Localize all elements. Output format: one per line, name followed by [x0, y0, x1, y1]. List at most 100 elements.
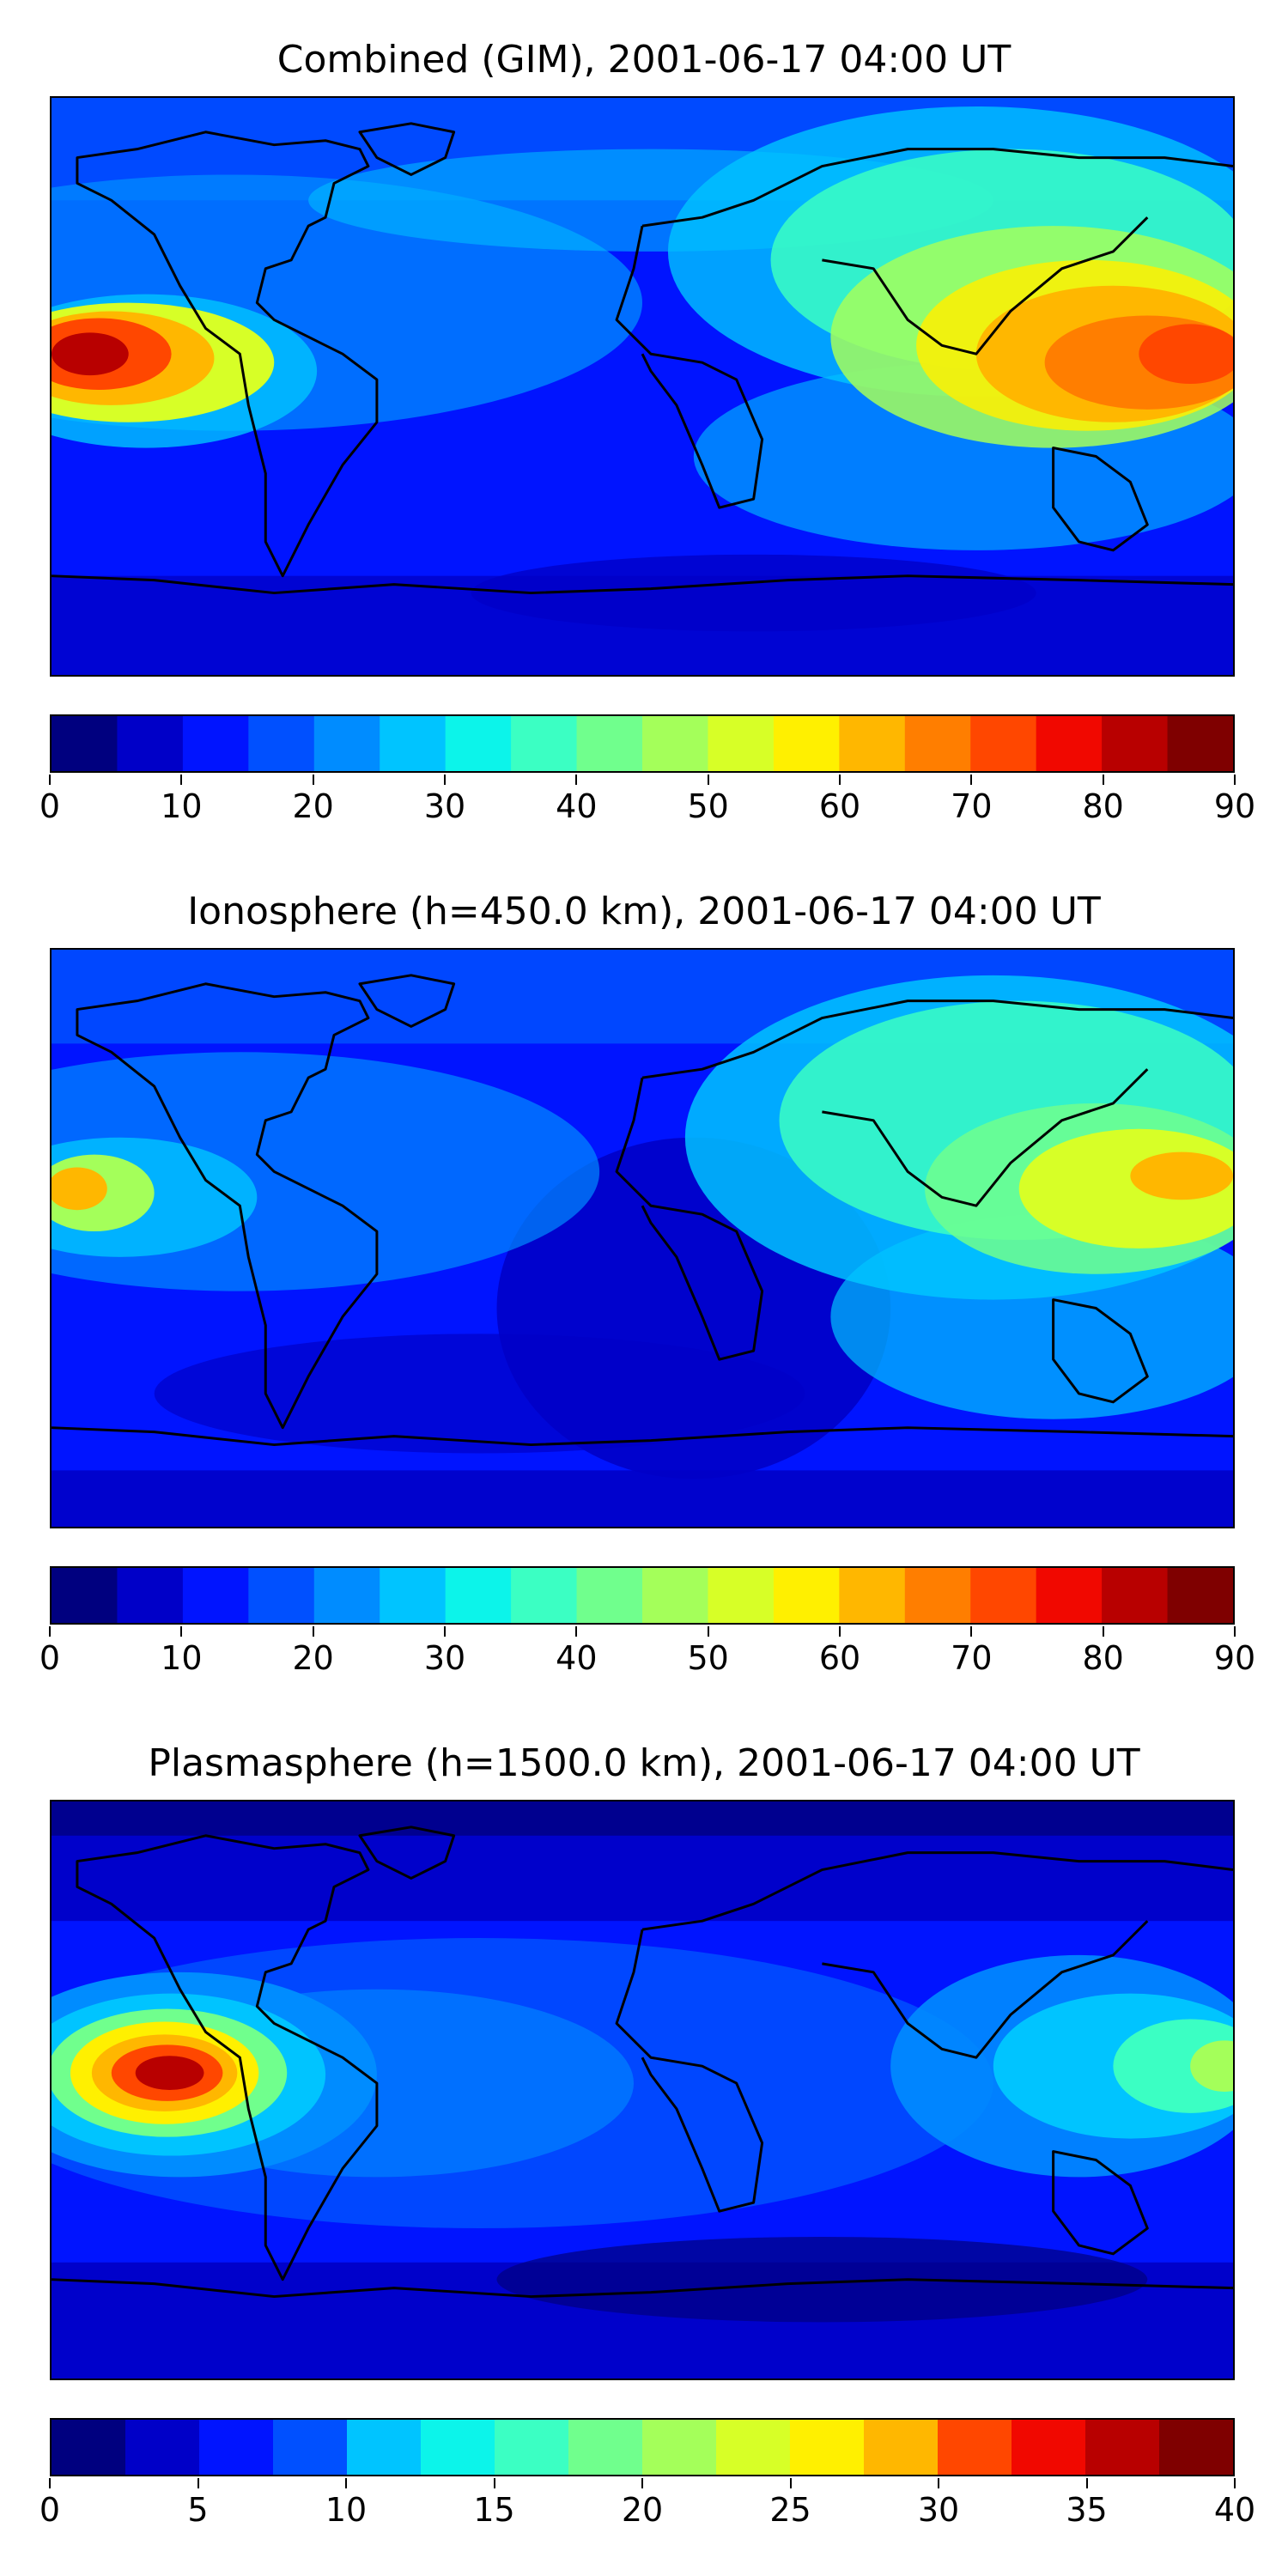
colorbar-tick — [970, 775, 973, 785]
colorbar-tick-label: 40 — [556, 1639, 598, 1677]
colorbar-tick — [49, 2478, 51, 2488]
colorbar-tick — [1085, 2478, 1088, 2488]
colorbar-segment — [125, 2420, 200, 2475]
colorbar-tick — [575, 775, 578, 785]
colorbar-svg — [52, 2420, 1233, 2475]
colorbar-tick-label: 90 — [1213, 1639, 1256, 1677]
colorbar-tick — [180, 775, 183, 785]
colorbar-tick-label: 40 — [556, 787, 598, 825]
colorbar-tick — [641, 2478, 643, 2488]
colorbar-segment — [248, 716, 315, 771]
colorbar-tick-label: 40 — [1213, 2491, 1256, 2529]
panel-title-combined: Combined (GIM), 2001-06-17 04:00 UT — [276, 38, 1012, 82]
colorbar-segment — [790, 2420, 865, 2475]
colorbar-segment — [445, 1568, 512, 1623]
colorbar-segment — [313, 716, 380, 771]
colorbar-segment — [642, 1568, 708, 1623]
colorbar-tick — [1102, 775, 1104, 785]
colorbar-tick-label: 0 — [39, 2491, 61, 2529]
panel-title-ionosphere: Ionosphere (h=450.0 km), 2001-06-17 04:0… — [187, 890, 1101, 933]
colorbar-tick — [197, 2478, 199, 2488]
colorbar-segment — [347, 2420, 422, 2475]
colorbar-tick — [345, 2478, 347, 2488]
colorbar-segment — [52, 1568, 118, 1623]
panel-title-plasmasphere: Plasmasphere (h=1500.0 km), 2001-06-17 0… — [148, 1741, 1140, 1785]
colorbar-segment — [904, 1568, 971, 1623]
colorbar-tick — [970, 1626, 973, 1637]
colorbar-tick-label: 50 — [687, 1639, 729, 1677]
map-ionosphere — [50, 948, 1235, 1528]
colorbar-combined — [50, 714, 1235, 773]
colorbar-segment — [1036, 716, 1103, 771]
colorbar-segment — [495, 2420, 569, 2475]
colorbar-tick — [938, 2478, 939, 2488]
colorbar-segment — [511, 1568, 578, 1623]
colorbar-segment — [182, 1568, 249, 1623]
colorbar-ionosphere — [50, 1566, 1235, 1625]
colorbar-segment — [182, 716, 249, 771]
colorbar-segment — [1167, 716, 1233, 771]
colorbar-plasmasphere — [50, 2418, 1235, 2476]
colorbar-svg — [52, 1568, 1233, 1623]
colorbar-segment — [1085, 2420, 1160, 2475]
colorbar-segment — [117, 1568, 184, 1623]
colorbar-tick-label: 10 — [161, 787, 203, 825]
colorbar-tick-label: 30 — [423, 787, 466, 825]
colorbar-svg — [52, 716, 1233, 771]
colorbar-tick — [789, 2478, 792, 2488]
colorbar-tick-label: 80 — [1082, 787, 1124, 825]
colorbar-tick-label: 90 — [1213, 787, 1256, 825]
colorbar-tick-label: 20 — [292, 1639, 334, 1677]
colorbar-segment — [1102, 1568, 1169, 1623]
colorbar-segment — [52, 716, 118, 771]
colorbar-segment — [117, 716, 184, 771]
colorbar-tick-label: 0 — [39, 787, 61, 825]
colorbar-tick-label: 70 — [951, 787, 993, 825]
colorbar-segment — [708, 716, 775, 771]
colorbar-segment — [248, 1568, 315, 1623]
colorbar-tick — [1102, 1626, 1104, 1637]
colorbar-segment — [576, 716, 643, 771]
colorbar-segment — [52, 2420, 126, 2475]
colorbar-segment — [716, 2420, 791, 2475]
colorbar-segment — [773, 1568, 840, 1623]
colorbar-tick-label: 30 — [917, 2491, 960, 2529]
colorbar-segment — [1167, 1568, 1233, 1623]
colorbar-tick — [1234, 1626, 1236, 1637]
colorbar-tick — [312, 775, 314, 785]
colorbar-segment — [313, 1568, 380, 1623]
colorbar-tick-label: 25 — [769, 2491, 811, 2529]
colorbar-segment — [273, 2420, 348, 2475]
colorbar-tick-label: 10 — [325, 2491, 368, 2529]
colorbar-tick-label: 20 — [621, 2491, 664, 2529]
colorbar-segment — [970, 716, 1037, 771]
colorbar-segment — [839, 716, 906, 771]
colorbar-tick — [707, 1626, 709, 1637]
colorbar-tick-label: 50 — [687, 787, 729, 825]
colorbar-segment — [1102, 716, 1169, 771]
colorbar-tick-label: 70 — [951, 1639, 993, 1677]
colorbar-ticks-ionosphere: 0 10 20 30 40 50 60 70 80 90 — [39, 1626, 1255, 1678]
colorbar-tick-label: 30 — [423, 1639, 466, 1677]
colorbar-tick — [49, 1626, 51, 1637]
colorbar-segment — [199, 2420, 274, 2475]
colorbar-tick — [180, 1626, 183, 1637]
colorbar-segment — [421, 2420, 495, 2475]
colorbar-ticks-combined: 0 10 20 30 40 50 60 70 80 90 — [39, 775, 1255, 826]
colorbar-tick-label: 80 — [1082, 1639, 1124, 1677]
colorbar-tick — [493, 2478, 495, 2488]
colorbar-segment — [380, 1568, 447, 1623]
colorbar-segment — [576, 1568, 643, 1623]
colorbar-segment — [445, 716, 512, 771]
colorbar-segment — [1012, 2420, 1086, 2475]
colorbar-tick-label: 0 — [39, 1639, 61, 1677]
colorbar-segment — [380, 716, 447, 771]
colorbar-segment — [511, 716, 578, 771]
colorbar-segment — [642, 2420, 717, 2475]
colorbar-tick-label: 35 — [1066, 2491, 1108, 2529]
colorbar-tick — [1234, 2478, 1236, 2488]
colorbar-segment — [773, 716, 840, 771]
colorbar-tick — [444, 775, 446, 785]
colorbar-ticks-plasmasphere: 0 5 10 15 20 25 30 35 40 — [39, 2478, 1255, 2530]
colorbar-segment — [864, 2420, 939, 2475]
